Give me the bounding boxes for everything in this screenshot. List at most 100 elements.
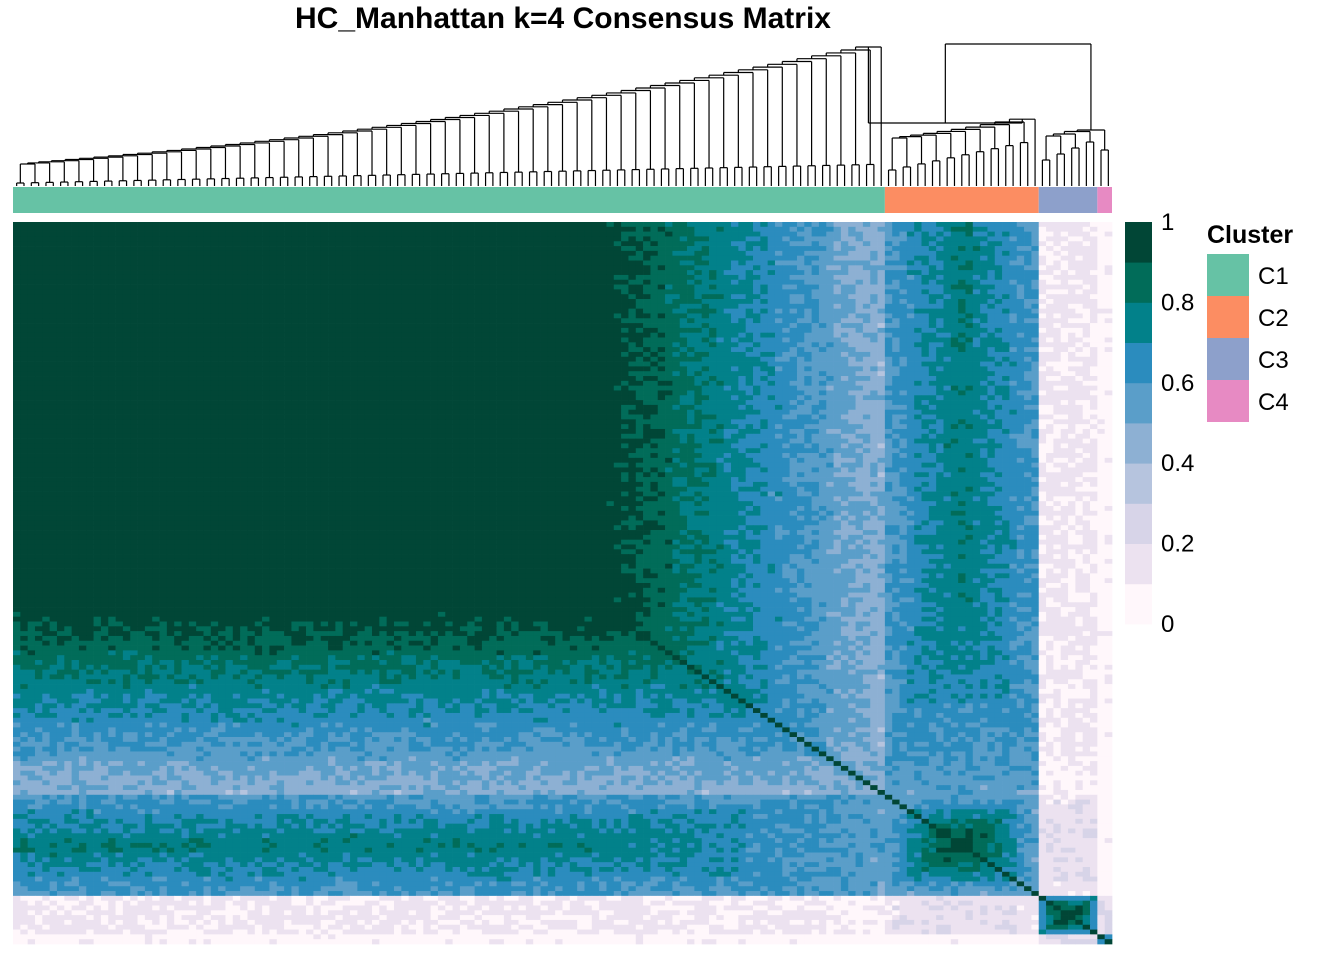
heatmap-cell [1068,313,1076,319]
heatmap-cell [826,332,834,338]
heatmap-cell [635,347,644,353]
heatmap-cell [401,332,409,338]
heatmap-cell [701,347,710,353]
heatmap-cell [1038,299,1047,305]
heatmap-cell [357,226,366,232]
heatmap-cell [599,323,607,329]
heatmap-cell [459,351,468,358]
heatmap-cell [42,303,50,309]
heatmap-cell [796,327,805,334]
heatmap-cell [320,265,329,271]
heatmap-cell [152,226,160,232]
heatmap-cell [188,323,197,329]
heatmap-cell [1075,303,1084,309]
heatmap-cell [782,236,790,242]
heatmap-cell [862,318,871,324]
heatmap-cell [1075,308,1084,314]
heatmap-cell [196,323,204,329]
heatmap-cell [665,342,673,348]
heatmap-cell [862,351,871,358]
heatmap-cell [423,303,431,309]
heatmap-cell [1082,255,1091,261]
heatmap-cell [936,246,944,252]
heatmap-cell [950,323,959,329]
heatmap-cell [518,294,527,300]
heatmap-cell [994,250,1003,257]
heatmap-cell [818,241,827,247]
heatmap-cell [247,356,256,362]
heatmap-cell [928,361,937,367]
heatmap-cell [540,250,549,257]
heatmap-cell [34,270,43,276]
heatmap-cell [298,226,307,232]
heatmap-cell [350,241,358,247]
heatmap-cell [181,294,190,300]
heatmap-cell [489,250,497,257]
heatmap-cell [71,294,80,300]
heatmap-cell [496,361,505,367]
heatmap-cell [276,303,285,309]
heatmap-cell [716,347,725,353]
heatmap-cell [159,289,168,295]
heatmap-cell [372,323,380,329]
heatmap-cell [159,294,168,300]
heatmap-cell [840,356,849,362]
heatmap-cell [943,361,952,367]
heatmap-cell [393,347,402,353]
heatmap-cell [291,222,300,228]
heatmap-cell [269,342,278,348]
heatmap-cell [188,356,197,362]
heatmap-cell [328,241,336,247]
heatmap-cell [569,332,578,338]
heatmap-cell [1024,308,1032,314]
heatmap-cell [1031,327,1040,334]
heatmap-cell [1009,294,1018,300]
heatmap-cell [1009,361,1018,367]
heatmap-cell [862,337,871,343]
heatmap-cell [987,313,996,319]
heatmap-cell [540,332,549,338]
heatmap-cell [606,284,615,290]
heatmap-cell [122,246,131,252]
heatmap-cell [467,255,475,261]
heatmap-cell [643,303,651,309]
heatmap-cell [210,284,219,290]
heatmap-cell [877,236,886,242]
heatmap-cell [430,289,439,295]
heatmap-cell [870,270,878,276]
heatmap-cell [833,347,842,353]
heatmap-cell [1009,332,1018,338]
heatmap-cell [357,323,366,329]
heatmap-cell [364,231,373,237]
heatmap-cell [415,337,424,343]
heatmap-cell [862,289,871,295]
heatmap-cell [291,279,300,285]
heatmap-cell [1016,342,1025,348]
heatmap-cell [320,337,329,343]
heatmap-cell [415,231,424,237]
heatmap-cell [782,265,790,271]
heatmap-cell [452,294,461,300]
heatmap-cell [328,323,336,329]
heatmap-cell [679,356,688,362]
heatmap-cell [694,255,703,261]
heatmap-cell [774,313,783,319]
heatmap-cell [115,270,124,276]
heatmap-cell [672,265,681,271]
heatmap-cell [562,289,571,295]
heatmap-cell [225,279,234,285]
heatmap-cell [643,241,651,247]
heatmap-cell [328,246,336,252]
heatmap-cell [306,226,314,232]
heatmap-cell [833,303,842,309]
heatmap-cell [752,255,761,261]
heatmap-cell [584,337,593,343]
heatmap-cell [496,351,505,358]
heatmap-cell [64,294,72,300]
heatmap-cell [445,313,453,319]
heatmap-cell [643,342,651,348]
heatmap-cell [437,361,446,367]
heatmap-cell [599,294,607,300]
heatmap-cell [1053,327,1062,334]
heatmap-cell [49,226,58,232]
